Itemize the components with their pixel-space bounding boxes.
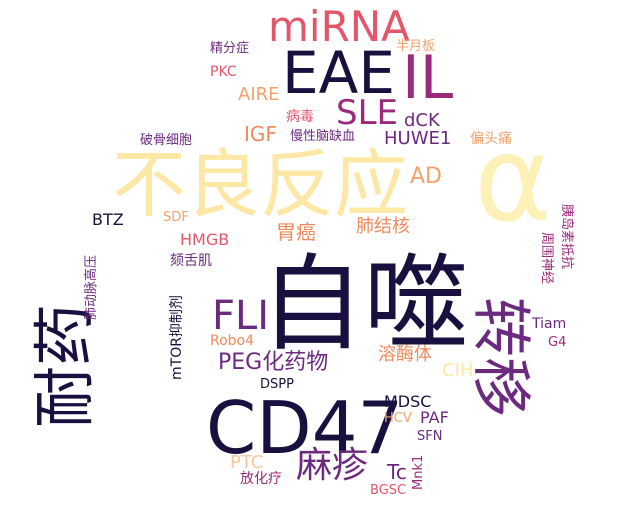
- word-hcv: HCV: [384, 411, 412, 426]
- word-osteoclast: 破骨细胞: [140, 133, 193, 148]
- word-paf: PAF: [420, 408, 449, 427]
- word-cih: CIH: [442, 360, 474, 381]
- word-btz: BTZ: [92, 210, 124, 229]
- word-schizophrenia: 精分症: [210, 41, 250, 56]
- word-gastric-cancer: 胃癌: [276, 220, 316, 244]
- word-sle: SLE: [336, 93, 399, 133]
- word-il: IL: [402, 43, 454, 113]
- word-insulin-resistance: 胰岛素抵抗: [559, 204, 574, 270]
- word-peripheral-nerve: 周围神经: [539, 232, 554, 285]
- word-tiam: Tiam: [532, 316, 567, 332]
- word-lysosome: 溶酶体: [378, 344, 432, 365]
- word-g4: G4: [548, 335, 567, 350]
- word-dck: dCK: [404, 110, 440, 131]
- word-huwe1: HUWE1: [384, 128, 452, 149]
- word-mnk1: Mnk1: [411, 454, 426, 490]
- word-radiochemotherapy: 放化疗: [240, 471, 282, 487]
- word-alpha: α: [474, 110, 552, 248]
- word-mtor-inhibitor: mTOR抑制剂: [169, 295, 185, 380]
- word-hmgb: HMGB: [180, 230, 230, 249]
- word-meniscus: 半月板: [396, 39, 436, 54]
- word-autophagy: 自噬: [260, 243, 469, 365]
- word-igf: IGF: [244, 122, 277, 146]
- word-robo4: Robo4: [210, 333, 255, 349]
- word-pulmonary-hypertension: 肺动脉高压: [84, 254, 99, 320]
- word-bgsc: BGSC: [370, 483, 407, 498]
- word-genioglossus: 颏舌肌: [170, 253, 212, 269]
- word-cd47: CD47: [206, 386, 404, 470]
- word-eae: EAE: [282, 39, 395, 107]
- word-ad: AD: [410, 164, 442, 189]
- word-virus: 病毒: [286, 109, 314, 125]
- word-measles: 麻疹: [296, 445, 369, 486]
- word-tuberculosis: 肺结核: [356, 216, 410, 237]
- word-peg-drugs: PEG化药物: [218, 350, 329, 375]
- word-adverse-reaction: 不良反应: [112, 142, 408, 228]
- word-mdsc: MDSC: [384, 392, 432, 411]
- word-aire: AIRE: [238, 84, 280, 105]
- word-fli: FLI: [212, 293, 270, 339]
- word-tc: Tc: [387, 460, 407, 484]
- word-chronic-cerebral-ischemia: 慢性脑缺血: [290, 129, 356, 144]
- word-metastasis: 转移: [465, 297, 535, 417]
- word-migraine: 偏头痛: [470, 131, 512, 147]
- word-sdf: SDF: [163, 210, 189, 225]
- word-ptc: PTC: [230, 452, 264, 473]
- word-mirna: miRNA: [268, 2, 410, 51]
- word-drug-resistance: 耐药: [28, 303, 101, 428]
- word-dspp: DSPP: [260, 377, 294, 392]
- word-pkc: PKC: [210, 64, 237, 80]
- word-sfn: SFN: [417, 429, 443, 444]
